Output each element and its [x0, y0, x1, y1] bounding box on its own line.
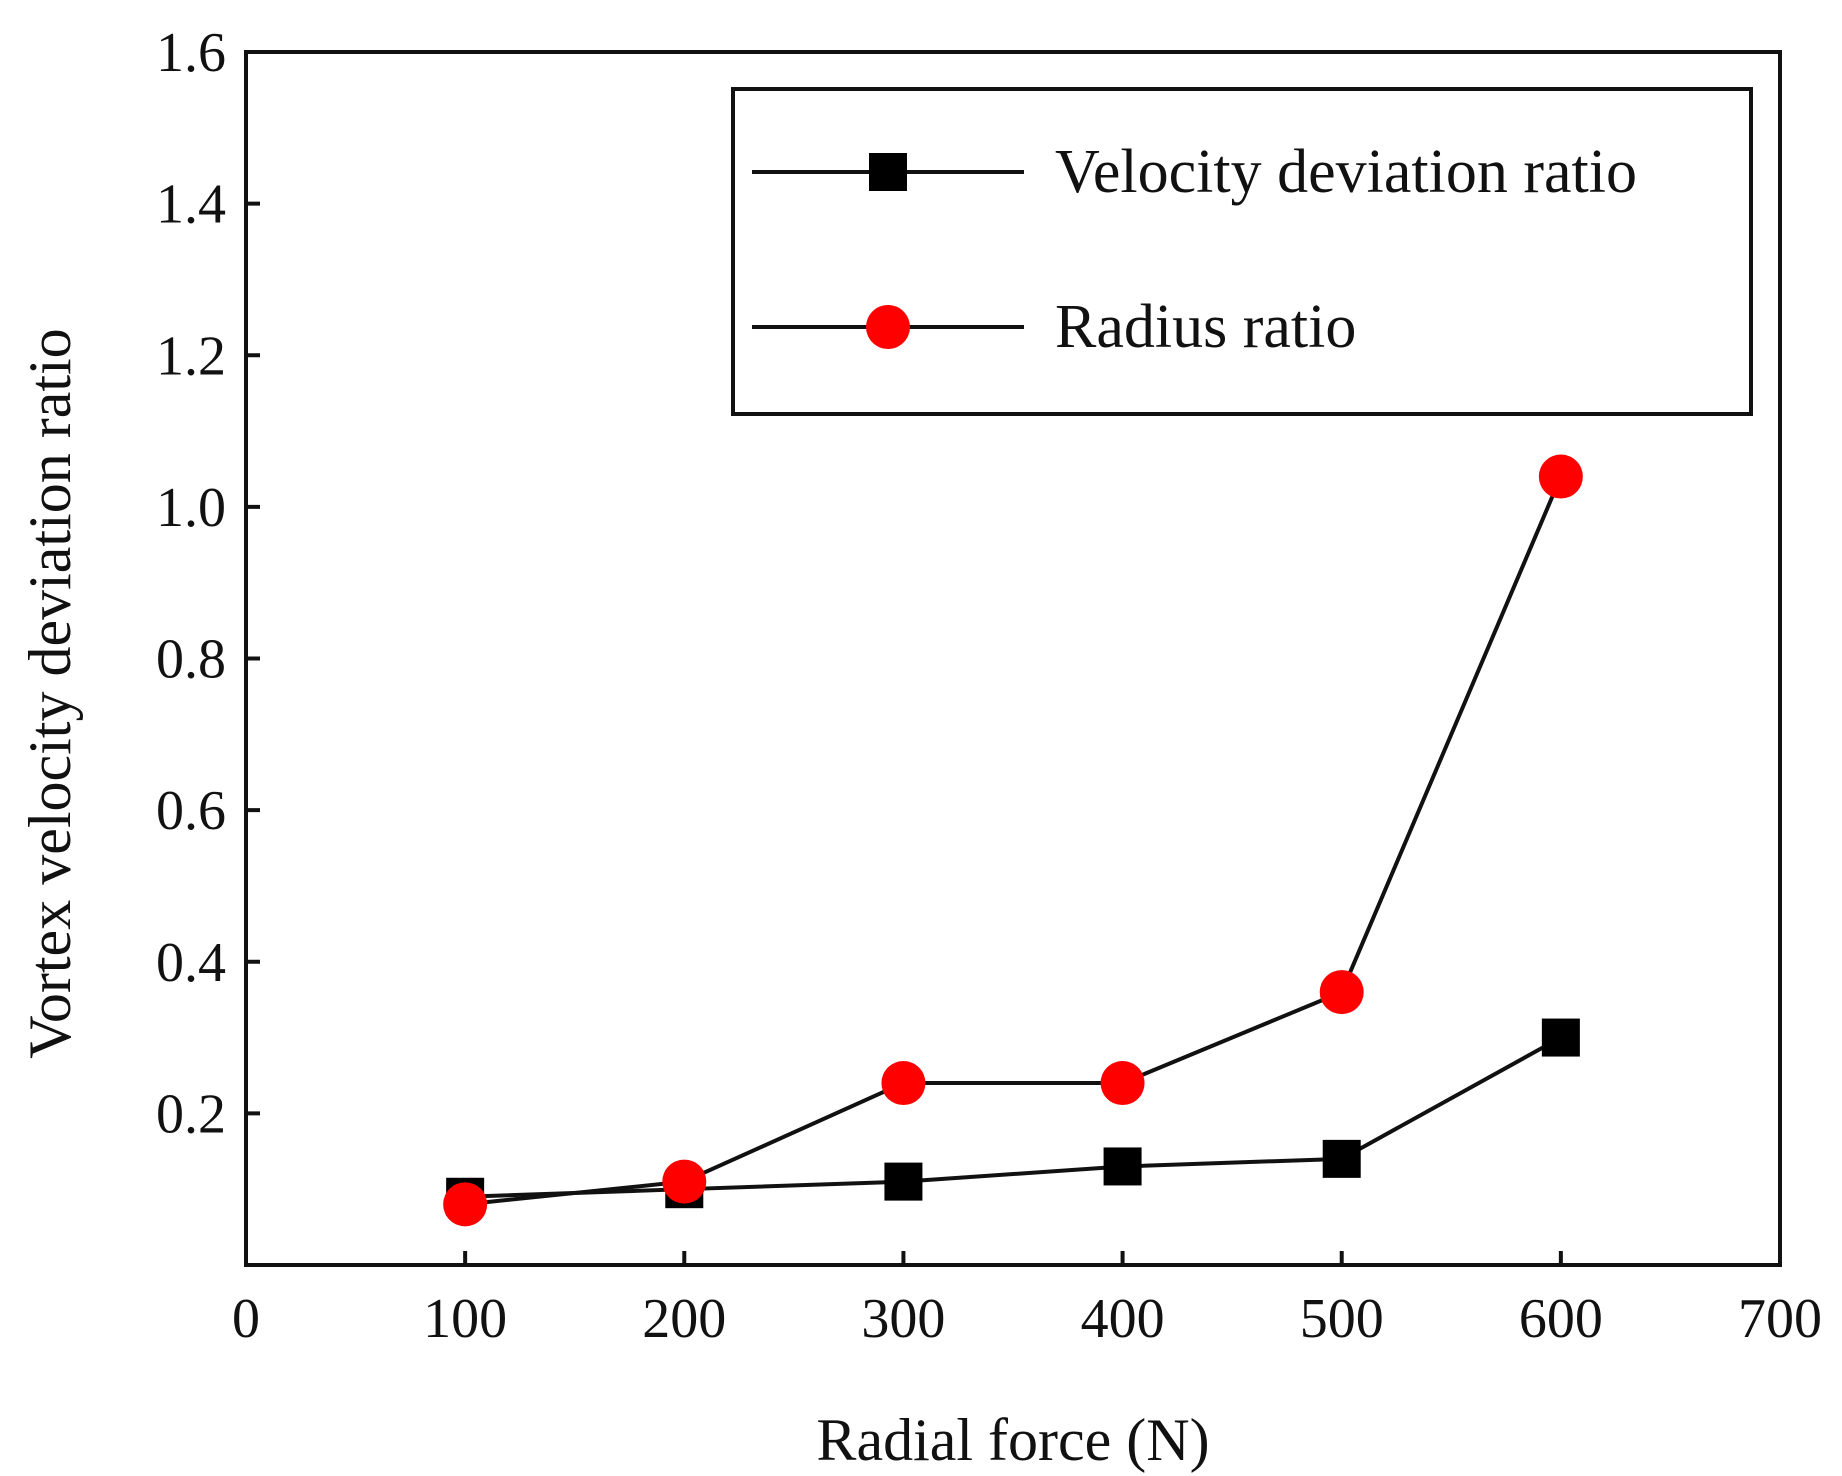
- series-line-velocity-deviation-ratio: [465, 1035, 1562, 1199]
- x-tick-label: 200: [642, 1288, 726, 1350]
- x-tick-label: 400: [1081, 1288, 1165, 1350]
- y-tick-label: 0.2: [156, 1083, 226, 1145]
- x-axis-title: Radial force (N): [816, 1407, 1209, 1473]
- radius-ratio-point: [662, 1159, 707, 1204]
- y-tick-label: 0.6: [156, 780, 226, 842]
- radius-ratio-point: [881, 1061, 926, 1106]
- y-tick-label: 1.6: [156, 22, 226, 84]
- radius-ratio-point: [1538, 454, 1583, 499]
- series-markers: [443, 454, 1583, 1227]
- y-tick-label: 1.2: [156, 325, 226, 387]
- velocity-deviation-point: [1541, 1018, 1580, 1057]
- x-tick-label: 100: [423, 1288, 507, 1350]
- x-tick-label: 700: [1738, 1288, 1822, 1350]
- x-tick-label: 500: [1300, 1288, 1384, 1350]
- legend-label-radius-ratio: Radius ratio: [1055, 293, 1356, 361]
- y-tick-label: 1.4: [156, 174, 226, 236]
- x-tick-label: 0: [232, 1288, 260, 1350]
- x-tick-label: 600: [1519, 1288, 1603, 1350]
- y-tick-label: 1.0: [156, 477, 226, 539]
- radius-ratio-point: [443, 1182, 488, 1227]
- y-tick-label: 0.4: [156, 932, 226, 994]
- legend-marker-circle: [866, 305, 910, 349]
- legend-box: [731, 87, 1753, 416]
- radius-ratio-point: [1100, 1061, 1145, 1106]
- legend: Velocity deviation ratio Radius ratio: [731, 87, 1753, 416]
- velocity-deviation-point: [1322, 1139, 1361, 1178]
- plot-area-frame: [244, 50, 1782, 1267]
- y-axis-title: Vortex velocity deviation ratio: [17, 328, 83, 1058]
- series-lines: [464, 475, 1563, 1207]
- legend-marker-square: [869, 153, 907, 191]
- x-tick-label: 300: [861, 1288, 945, 1350]
- series-line-radius-ratio: [464, 475, 1563, 1207]
- x-axis-ticks: 0 100 200 300 400 500 600 700: [232, 1251, 1822, 1350]
- legend-label-velocity-deviation-ratio: Velocity deviation ratio: [1055, 138, 1637, 206]
- y-tick-label: 0.8: [156, 629, 226, 691]
- velocity-deviation-point: [1103, 1147, 1142, 1186]
- y-axis-ticks: 0.2 0.4 0.6 0.8 1.0 1.2 1.4 1.6: [156, 22, 260, 1145]
- radius-ratio-point: [1319, 970, 1364, 1015]
- velocity-deviation-point: [884, 1162, 923, 1201]
